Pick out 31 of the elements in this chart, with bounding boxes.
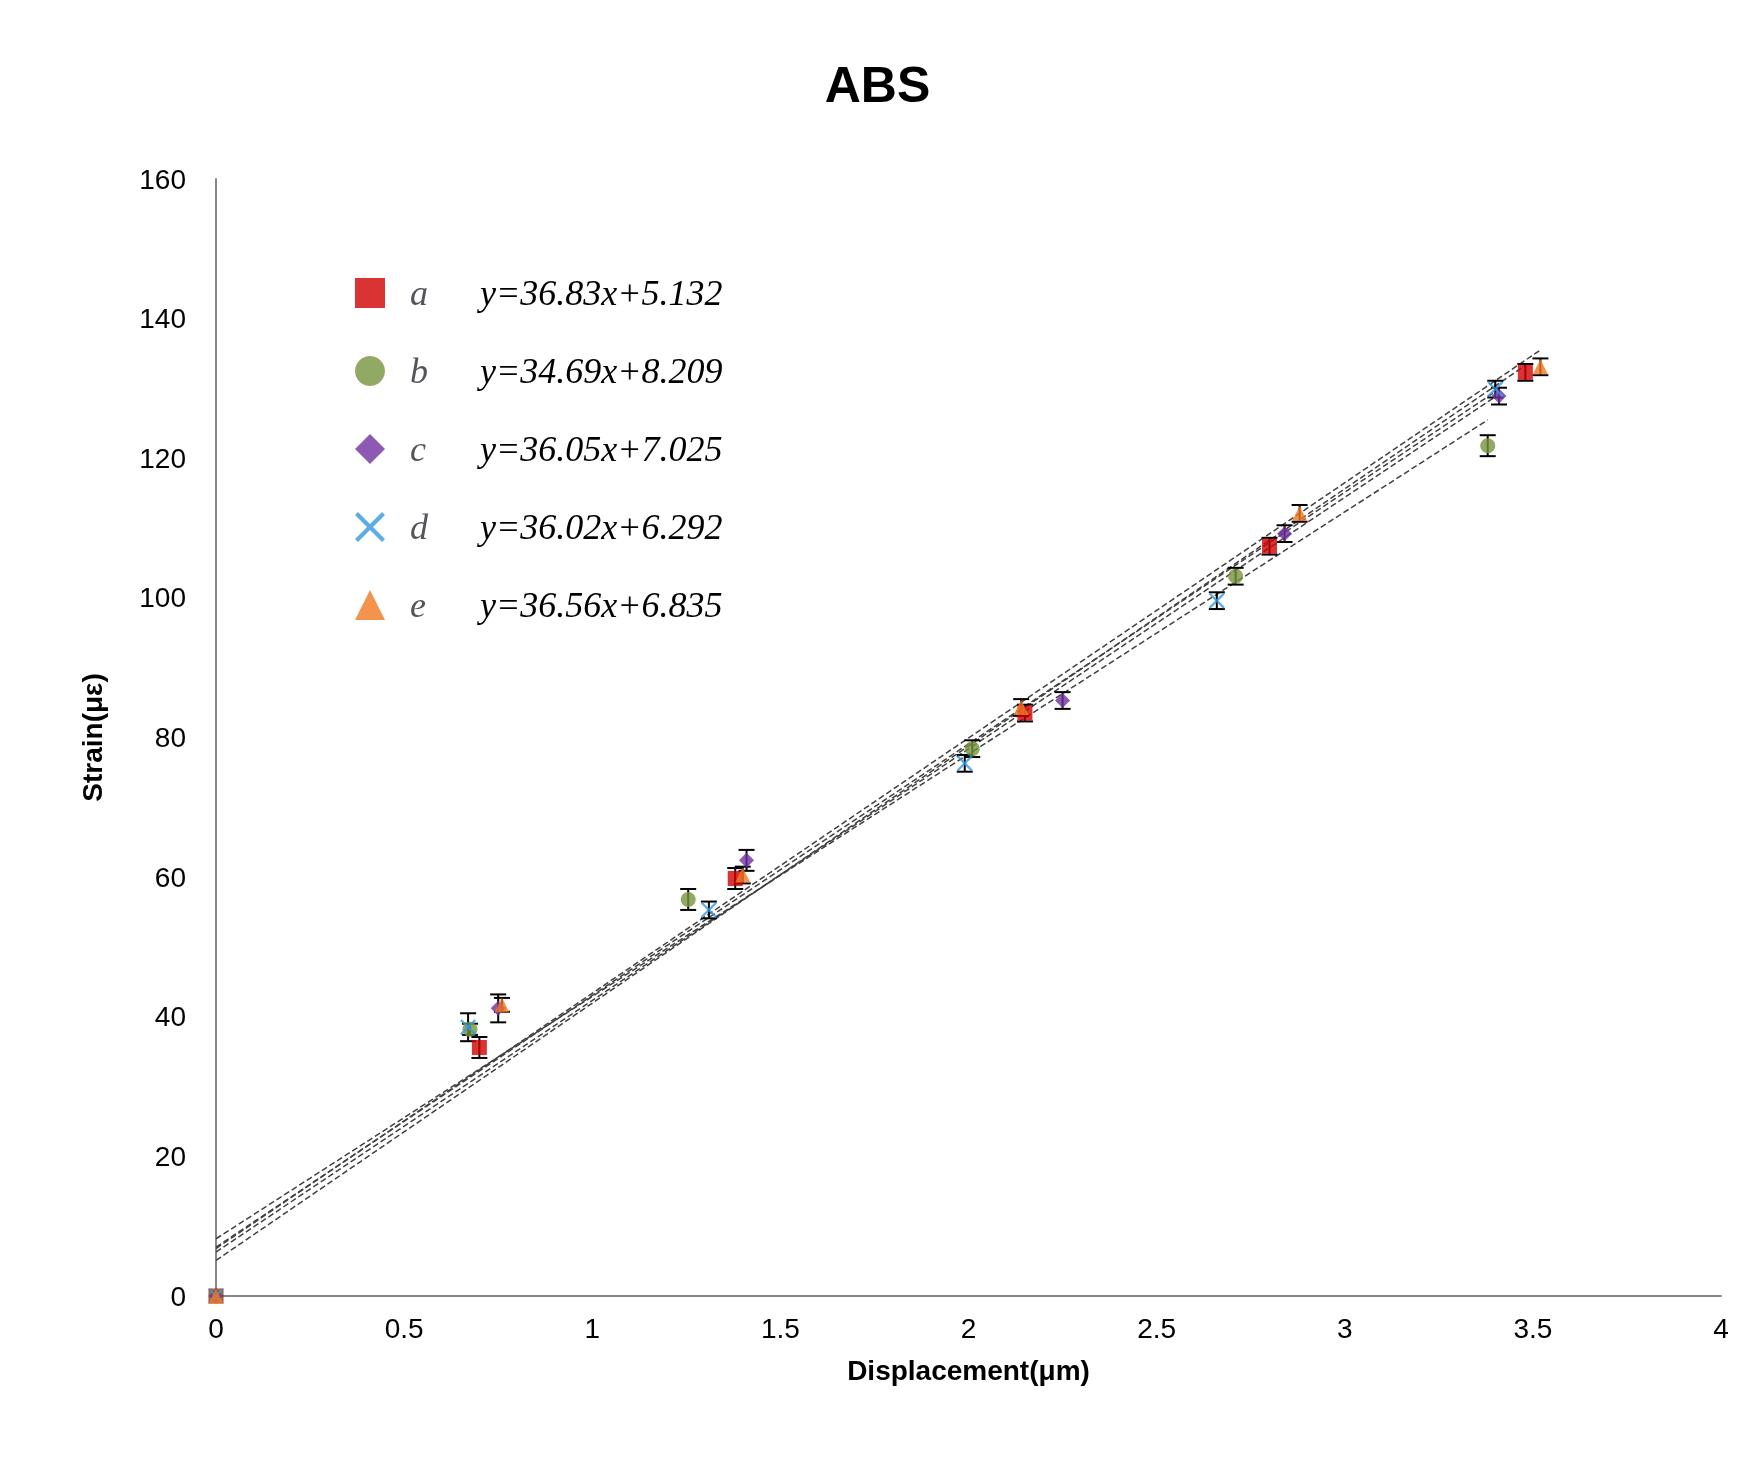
x-tick-label: 3 [1336, 1312, 1353, 1344]
legend-label: b [410, 351, 428, 391]
x-tick-label: 1 [584, 1312, 601, 1344]
x-tick-label: 4 [1713, 1312, 1729, 1344]
y-tick-label: 80 [154, 722, 186, 753]
x-tick-label: 3.5 [1513, 1312, 1553, 1344]
x-tick-label: 0.5 [384, 1312, 424, 1344]
annotation: y=34.69x+8.209 [477, 351, 723, 391]
x-axis-title: Displacement(μm) [847, 1354, 1090, 1386]
legend-label: a [410, 273, 428, 313]
annotation: y=36.83x+5.132 [477, 273, 723, 313]
legend-label: e [410, 585, 426, 625]
y-tick-label: 160 [139, 163, 186, 195]
x-tick-label: 2.5 [1137, 1312, 1177, 1344]
legend-label: c [410, 429, 426, 469]
x-tick-label: 1.5 [760, 1312, 800, 1344]
legend-label: d [410, 507, 429, 547]
x-tick-label: 2 [960, 1312, 977, 1344]
y-tick-label: 140 [139, 303, 186, 335]
y-tick-label: 0 [170, 1280, 186, 1312]
y-tick-label: 20 [154, 1140, 186, 1172]
annotation: y=36.56x+6.835 [477, 585, 723, 625]
annotation: y=36.02x+6.292 [477, 507, 723, 547]
y-tick-label: 60 [154, 861, 186, 893]
y-tick-label: 40 [154, 1001, 186, 1033]
x-tick-label: 0 [208, 1312, 224, 1344]
y-tick-label: 120 [139, 442, 186, 474]
y-axis-title: Strain(με) [76, 673, 108, 802]
y-tick-label: 100 [139, 582, 186, 614]
chart-title: ABS [824, 57, 931, 113]
annotation: y=36.05x+7.025 [477, 429, 723, 469]
